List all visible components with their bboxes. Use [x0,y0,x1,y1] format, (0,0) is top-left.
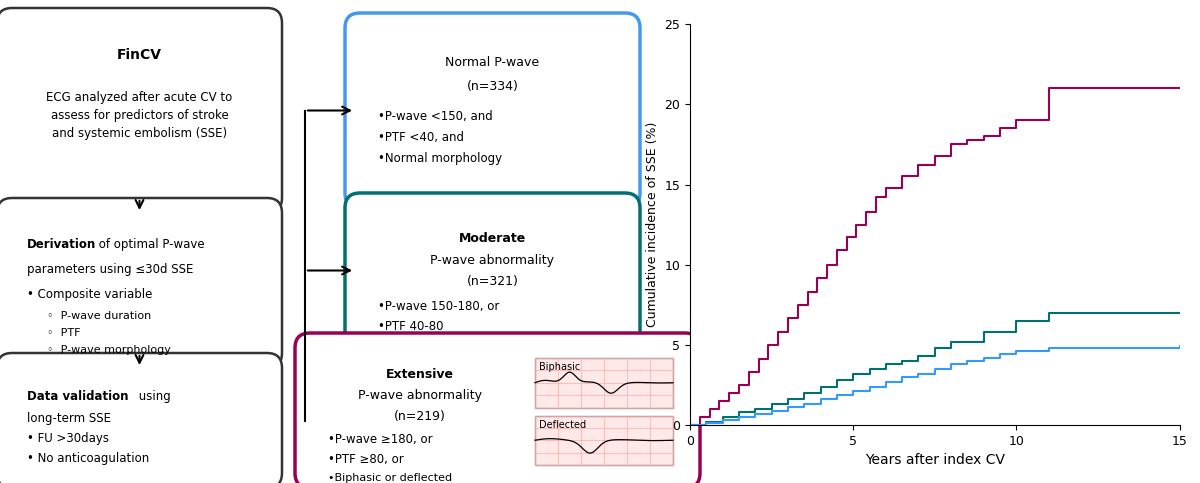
Text: Data validation: Data validation [28,390,128,403]
Text: •Normal morphology: •Normal morphology [378,152,502,165]
Text: • FU >30days: • FU >30days [28,432,109,445]
Text: •PTF 40-80: •PTF 40-80 [378,320,444,333]
Text: ◦  P-wave morphology: ◦ P-wave morphology [47,345,170,355]
Text: •P-wave ≥180, or: •P-wave ≥180, or [328,433,433,446]
FancyBboxPatch shape [0,198,282,368]
Text: Derivation: Derivation [28,238,96,251]
Text: P-wave abnormality: P-wave abnormality [358,389,482,402]
Text: long-term SSE: long-term SSE [28,412,112,425]
Bar [535,415,673,465]
Text: using: using [134,390,170,403]
Text: P-wave abnormality: P-wave abnormality [431,254,554,267]
Text: (n=219): (n=219) [394,410,446,423]
Text: ◦  P-wave duration: ◦ P-wave duration [47,311,151,321]
Text: ◦  PTF: ◦ PTF [47,328,80,338]
Text: Deflected: Deflected [539,420,586,429]
Text: •Biphasic or deflected: •Biphasic or deflected [328,473,452,483]
Text: Extensive: Extensive [386,368,454,381]
Text: ECG analyzed after acute CV to
assess for predictors of stroke
and systemic embo: ECG analyzed after acute CV to assess fo… [47,91,233,140]
Text: •P-wave <150, and: •P-wave <150, and [378,110,493,123]
FancyBboxPatch shape [346,13,640,208]
FancyBboxPatch shape [0,353,282,483]
Text: (n=334): (n=334) [467,80,518,93]
Text: of optimal P-wave: of optimal P-wave [95,238,205,251]
FancyBboxPatch shape [295,333,700,483]
Text: • No anticoagulation: • No anticoagulation [28,452,149,465]
Text: (n=321): (n=321) [467,275,518,288]
Text: Moderate: Moderate [458,232,526,245]
Text: Biphasic: Biphasic [539,362,581,372]
Text: • Composite variable: • Composite variable [28,288,152,301]
Text: parameters using ≤30d SSE: parameters using ≤30d SSE [28,263,193,276]
Y-axis label: Cumulative incidence of SSE (%): Cumulative incidence of SSE (%) [646,122,659,327]
Text: •PTF <40, and: •PTF <40, and [378,131,464,144]
Text: •PTF ≥80, or: •PTF ≥80, or [328,453,403,466]
X-axis label: Years after index CV: Years after index CV [865,454,1004,468]
Bar [535,358,673,408]
Text: FinCV: FinCV [118,48,162,62]
FancyBboxPatch shape [0,8,282,213]
FancyBboxPatch shape [346,193,640,348]
Text: •P-wave 150-180, or: •P-wave 150-180, or [378,300,499,313]
Text: Normal P-wave: Normal P-wave [445,56,540,69]
